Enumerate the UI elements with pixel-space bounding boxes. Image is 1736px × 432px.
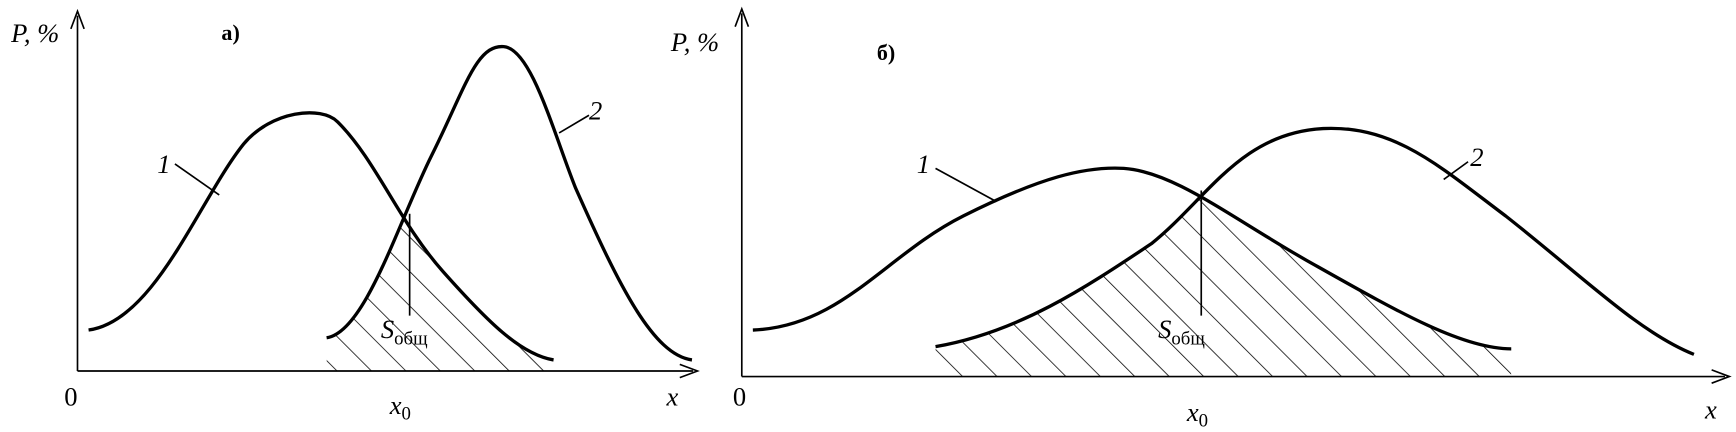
x-arrow — [679, 363, 700, 379]
area-sub: общ — [1171, 328, 1205, 349]
x0-label: x0 — [389, 390, 411, 425]
curve-label: 2 — [1470, 142, 1483, 172]
area-label: Sобщ — [1158, 314, 1205, 350]
x0-main: x — [389, 390, 402, 420]
y-arrow — [734, 6, 750, 27]
y-arrow — [70, 8, 85, 30]
hatch-area — [935, 168, 1512, 377]
origin: 0 — [733, 381, 746, 411]
curve-2 — [935, 126, 1695, 356]
leader-1 — [174, 163, 220, 196]
panel-label: а) — [221, 20, 239, 45]
y-axis-label: P, % — [670, 27, 719, 57]
curve-1 — [88, 111, 554, 362]
curve-label: 1 — [157, 149, 170, 179]
panel-label: б) — [877, 40, 895, 65]
x0-sub: 0 — [402, 404, 411, 425]
origin: 0 — [64, 381, 77, 411]
panel-b: P, % б) 0 x x0 Sобщ 1 2 — [670, 6, 1732, 432]
y-axis-label: P, % — [10, 18, 59, 48]
x0-sub: 0 — [1199, 410, 1208, 431]
panel-a: P, % а) 0 x x0 Sобщ 1 2 — [10, 8, 700, 425]
x0-label: x0 — [1186, 397, 1208, 432]
area-label: Sобщ — [381, 314, 428, 350]
leader-2 — [558, 114, 590, 134]
area-main: S — [381, 314, 394, 344]
x-axis-label: x — [665, 381, 678, 411]
x-axis-label: x — [1704, 395, 1717, 425]
area-main: S — [1158, 314, 1171, 344]
curve-label: 2 — [589, 96, 602, 126]
hatch-area — [326, 112, 554, 371]
leader-1 — [935, 167, 997, 203]
x0-main: x — [1186, 397, 1199, 427]
curve-label: 1 — [917, 149, 930, 179]
leader-2 — [1443, 161, 1469, 181]
curve-1 — [752, 166, 1512, 351]
x-arrow — [1711, 369, 1732, 384]
area-sub: общ — [394, 328, 428, 349]
curve-2 — [326, 44, 693, 362]
